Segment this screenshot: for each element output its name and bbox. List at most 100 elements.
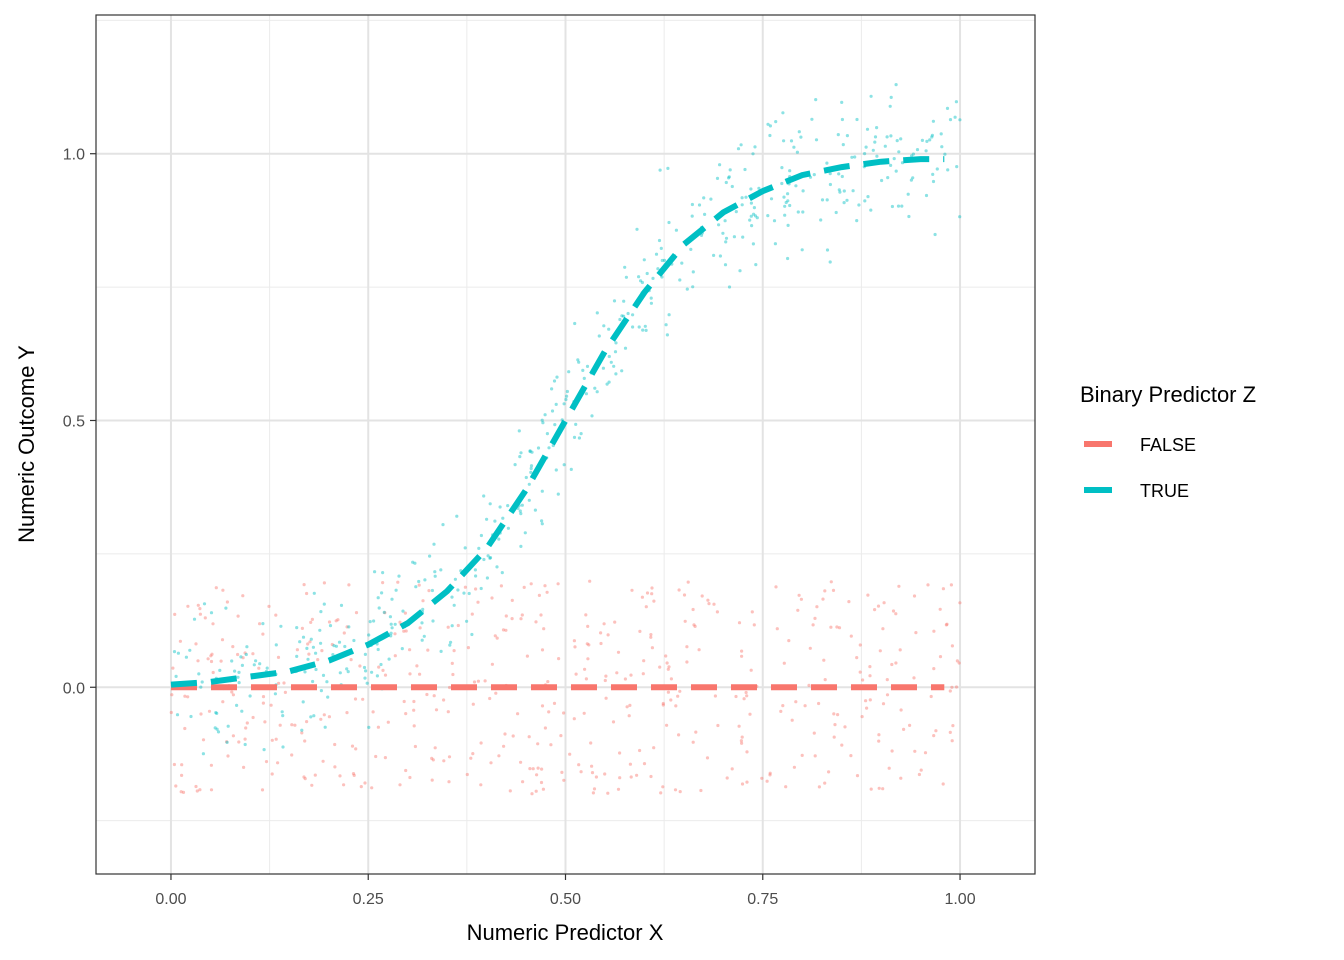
data-point <box>645 591 650 595</box>
data-point <box>827 770 831 774</box>
data-point <box>277 681 281 685</box>
data-point <box>693 624 697 629</box>
data-point <box>857 203 861 207</box>
data-point <box>659 246 663 250</box>
data-point <box>225 740 229 744</box>
data-point <box>717 223 721 227</box>
data-point <box>577 763 581 767</box>
data-point <box>573 645 577 649</box>
data-point <box>887 766 891 770</box>
data-point <box>451 672 455 677</box>
data-point <box>251 715 255 720</box>
data-point <box>666 667 670 671</box>
data-point <box>861 678 865 682</box>
data-point <box>261 701 265 705</box>
data-point <box>525 654 530 658</box>
data-point <box>911 176 915 180</box>
data-point <box>629 673 633 677</box>
data-point <box>269 703 273 707</box>
data-point <box>897 584 901 588</box>
data-point <box>800 248 804 252</box>
data-point <box>780 166 784 170</box>
data-point <box>198 788 202 792</box>
data-point <box>604 696 608 700</box>
data-point <box>237 740 241 744</box>
data-point <box>837 172 841 176</box>
data-point <box>593 386 597 390</box>
data-point <box>890 204 895 209</box>
data-point <box>814 138 819 142</box>
data-point <box>452 603 456 607</box>
data-point <box>495 636 499 640</box>
data-point <box>832 712 836 716</box>
data-point <box>383 756 387 760</box>
data-point <box>375 674 379 678</box>
data-point <box>825 161 829 165</box>
data-point <box>379 662 383 667</box>
data-point <box>546 680 550 684</box>
data-point <box>336 618 340 622</box>
data-point <box>781 111 785 115</box>
data-point <box>637 325 641 329</box>
data-point <box>328 624 333 628</box>
data-point <box>607 380 611 384</box>
data-point <box>643 324 647 328</box>
data-point <box>264 760 269 764</box>
data-point <box>782 195 786 199</box>
data-point <box>616 650 621 654</box>
data-point <box>321 759 325 763</box>
data-point <box>953 115 957 119</box>
data-point <box>476 600 480 604</box>
data-point <box>666 166 670 170</box>
data-point <box>869 787 873 791</box>
data-point <box>929 694 933 699</box>
data-point <box>325 680 329 684</box>
data-point <box>274 613 278 617</box>
data-point <box>871 148 875 152</box>
data-point <box>838 190 842 194</box>
data-point <box>787 639 791 643</box>
data-point <box>220 638 225 642</box>
data-point <box>823 678 827 682</box>
data-point <box>225 740 229 745</box>
series-points-true <box>172 83 962 756</box>
data-point <box>226 724 230 728</box>
data-point <box>869 208 873 212</box>
data-point <box>678 790 682 794</box>
data-point <box>243 737 247 741</box>
data-point <box>390 597 394 601</box>
data-point <box>823 589 827 593</box>
data-point <box>482 557 486 562</box>
data-point <box>508 789 512 793</box>
data-point <box>737 621 742 625</box>
data-point <box>896 204 901 208</box>
data-point <box>623 346 628 350</box>
data-point <box>381 571 385 575</box>
data-point <box>488 696 492 701</box>
data-point <box>740 741 744 745</box>
data-point <box>877 733 881 737</box>
data-point <box>278 723 282 727</box>
data-point <box>894 612 898 616</box>
data-point <box>198 607 202 611</box>
data-point <box>303 670 307 674</box>
data-point <box>363 781 367 785</box>
data-point <box>402 699 406 704</box>
data-point <box>656 267 660 271</box>
data-point <box>880 178 884 183</box>
data-point <box>664 654 668 658</box>
grid-lines <box>96 15 1035 874</box>
data-point <box>604 674 608 678</box>
data-point <box>383 673 388 677</box>
data-point <box>412 699 416 704</box>
data-point <box>723 219 727 223</box>
data-point <box>510 598 514 603</box>
x-tick-label: 0.75 <box>747 891 778 908</box>
data-point <box>665 661 669 665</box>
data-point <box>657 238 662 243</box>
data-point <box>635 227 639 231</box>
data-point <box>322 581 326 585</box>
data-point <box>300 626 304 631</box>
data-point <box>540 704 545 708</box>
data-point <box>627 714 631 718</box>
